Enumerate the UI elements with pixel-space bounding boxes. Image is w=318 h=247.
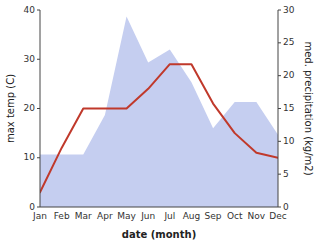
- x-tick-label: Mar: [75, 211, 92, 221]
- y-tick-label: 20: [24, 103, 36, 113]
- y-axis-title: max temp (C): [5, 74, 16, 143]
- chart: 0 10 20 30 40 0 5 10 15 20 25 30 Jan Feb Mar Apr May Jun J…: [0, 0, 318, 247]
- y-tick-label: 40: [24, 5, 36, 15]
- y2-tick: [278, 75, 281, 76]
- y2-tick: [278, 174, 281, 175]
- x-tick-label: Nov: [248, 211, 266, 221]
- y-tick: [37, 207, 40, 208]
- x-tick-label: Apr: [97, 211, 113, 221]
- y2-tick: [278, 108, 281, 109]
- y2-tick-label: 0: [283, 202, 289, 212]
- y2-tick-label: 10: [283, 136, 295, 146]
- axes: 0 10 20 30 40 0 5 10 15 20 25 30 Jan Feb Mar Apr May Jun J…: [24, 5, 295, 222]
- y2-tick: [278, 207, 281, 208]
- x-tick-label: Sep: [205, 211, 222, 221]
- line: [40, 64, 278, 192]
- y-tick: [37, 157, 40, 158]
- x-tick-label: Dec: [269, 211, 286, 221]
- x-tick-label: Jun: [140, 211, 155, 221]
- chart-container: 0 10 20 30 40 0 5 10 15 20 25 30 Jan Feb Mar Apr May Jun J…: [0, 0, 318, 247]
- y-tick-label: 10: [24, 152, 36, 162]
- y2-tick-label: 5: [283, 169, 289, 179]
- y2-tick: [278, 141, 281, 142]
- x-axis-line: [40, 207, 278, 208]
- x-tick-label: Jul: [163, 211, 175, 221]
- y-tick-label: 30: [24, 54, 36, 64]
- y-tick-label: 0: [29, 202, 35, 212]
- x-tick-label: Feb: [54, 211, 70, 221]
- y-tick: [37, 59, 40, 60]
- y2-tick: [278, 42, 281, 43]
- y-tick: [37, 10, 40, 11]
- plot-area: [40, 17, 278, 207]
- y2-tick-label: 20: [283, 70, 295, 80]
- x-tick-label: Oct: [227, 211, 243, 221]
- x-axis-title: date (month): [122, 229, 196, 240]
- y2-tick-label: 30: [283, 5, 295, 15]
- y2-tick-label: 25: [283, 37, 294, 47]
- y2-axis-title: med. precipitation (kg/m2): [303, 41, 314, 175]
- y2-tick: [278, 10, 281, 11]
- x-tick-label: Aug: [183, 211, 201, 221]
- y2-tick-label: 15: [283, 103, 294, 113]
- y-tick: [37, 108, 40, 109]
- x-tick-label: Jan: [32, 211, 47, 221]
- x-tick-label: May: [117, 211, 136, 221]
- area: [40, 17, 278, 207]
